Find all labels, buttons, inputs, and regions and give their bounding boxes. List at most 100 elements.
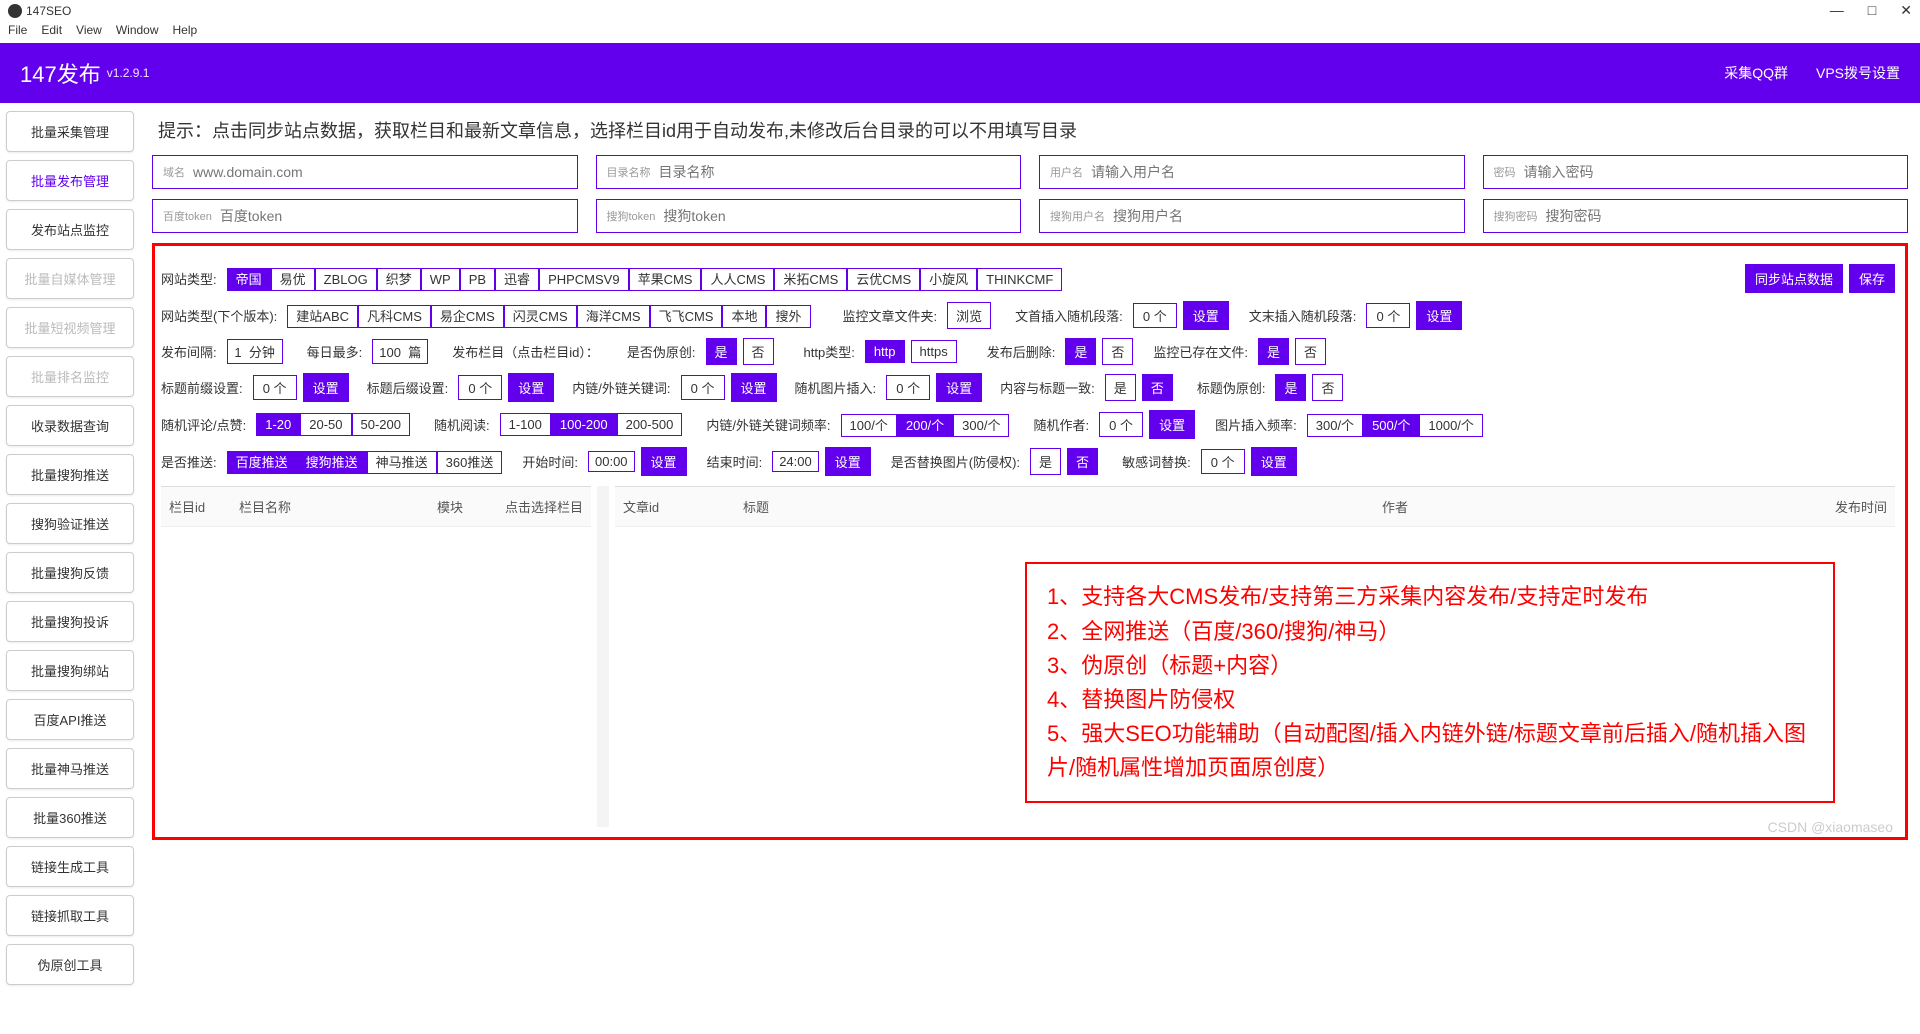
- text-input[interactable]: [663, 208, 1010, 224]
- option-tag[interactable]: THINKCMF: [977, 268, 1062, 291]
- close-button[interactable]: ✕: [1900, 2, 1912, 19]
- option-tag[interactable]: 200-500: [617, 413, 683, 436]
- option-tag[interactable]: 100/个: [841, 414, 897, 437]
- option-tag[interactable]: 1-100: [500, 413, 551, 436]
- prefix-set-button[interactable]: 设置: [1183, 301, 1229, 330]
- header-link[interactable]: 采集QQ群: [1724, 63, 1788, 83]
- option-tag[interactable]: 20-50: [300, 413, 351, 436]
- sidebar-item[interactable]: 批量自媒体管理: [6, 258, 134, 299]
- scrollbar[interactable]: [597, 486, 609, 827]
- link-kw-count[interactable]: 0 个: [681, 375, 725, 400]
- suffix-set-button[interactable]: 设置: [1416, 301, 1462, 330]
- option-tag[interactable]: 易优: [271, 268, 315, 291]
- option-tag[interactable]: 人人CMS: [701, 268, 774, 291]
- prefix-count[interactable]: 0 个: [1133, 303, 1177, 328]
- sidebar-item[interactable]: 链接生成工具: [6, 846, 134, 887]
- rand-author-count[interactable]: 0 个: [1099, 412, 1143, 437]
- option-tag[interactable]: PHPCMSV9: [539, 268, 629, 291]
- start-time-set[interactable]: 设置: [641, 447, 687, 476]
- rand-img-set[interactable]: 设置: [936, 373, 982, 402]
- option-tag[interactable]: 迅睿: [495, 268, 539, 291]
- menu-view[interactable]: View: [76, 23, 102, 37]
- option-tag[interactable]: 300/个: [953, 414, 1009, 437]
- option-tag[interactable]: 本地: [722, 305, 766, 328]
- browse-button[interactable]: 浏览: [947, 302, 991, 329]
- pseudo-yes[interactable]: 是: [706, 338, 737, 365]
- text-input[interactable]: [1113, 208, 1454, 224]
- option-tag[interactable]: 50-200: [352, 413, 410, 436]
- option-tag[interactable]: 云优CMS: [847, 268, 920, 291]
- https-option[interactable]: https: [911, 340, 957, 363]
- option-tag[interactable]: 闪灵CMS: [504, 305, 577, 328]
- option-tag[interactable]: 米拓CMS: [774, 268, 847, 291]
- minimize-button[interactable]: —: [1830, 2, 1844, 19]
- option-tag[interactable]: 500/个: [1363, 414, 1419, 437]
- start-time[interactable]: 00:00: [588, 451, 635, 472]
- option-tag[interactable]: 帝国: [227, 268, 271, 291]
- title-prefix-set[interactable]: 设置: [303, 373, 349, 402]
- menu-file[interactable]: File: [8, 23, 27, 37]
- sidebar-item[interactable]: 批量短视频管理: [6, 307, 134, 348]
- pseudo-no[interactable]: 否: [743, 338, 774, 365]
- sidebar-item[interactable]: 批量搜狗投诉: [6, 601, 134, 642]
- sidebar-item[interactable]: 批量发布管理: [6, 160, 134, 201]
- header-link[interactable]: VPS拨号设置: [1816, 63, 1900, 83]
- title-prefix-count[interactable]: 0 个: [253, 375, 297, 400]
- tp-yes[interactable]: 是: [1275, 374, 1306, 401]
- sidebar-item[interactable]: 伪原创工具: [6, 944, 134, 985]
- ct-yes[interactable]: 是: [1105, 374, 1136, 401]
- menu-window[interactable]: Window: [116, 23, 159, 37]
- sens-set[interactable]: 设置: [1251, 447, 1297, 476]
- text-input[interactable]: [1091, 164, 1454, 180]
- sidebar-item[interactable]: 收录数据查询: [6, 405, 134, 446]
- sidebar-item[interactable]: 发布站点监控: [6, 209, 134, 250]
- title-suffix-count[interactable]: 0 个: [458, 375, 502, 400]
- option-tag[interactable]: 海洋CMS: [577, 305, 650, 328]
- ct-no[interactable]: 否: [1142, 374, 1173, 401]
- link-kw-set[interactable]: 设置: [731, 373, 777, 402]
- sidebar-item[interactable]: 批量采集管理: [6, 111, 134, 152]
- option-tag[interactable]: 300/个: [1307, 414, 1363, 437]
- option-tag[interactable]: 建站ABC: [287, 305, 358, 328]
- sidebar-item[interactable]: 批量搜狗绑站: [6, 650, 134, 691]
- menu-edit[interactable]: Edit: [41, 23, 62, 37]
- sidebar-item[interactable]: 搜狗验证推送: [6, 503, 134, 544]
- daily-max-value[interactable]: 100 篇: [372, 339, 428, 364]
- text-input[interactable]: [220, 208, 567, 224]
- maximize-button[interactable]: □: [1868, 2, 1876, 19]
- sidebar-item[interactable]: 批量排名监控: [6, 356, 134, 397]
- option-tag[interactable]: 飞飞CMS: [650, 305, 723, 328]
- option-tag[interactable]: 搜外: [766, 305, 810, 328]
- save-button[interactable]: 保存: [1849, 264, 1895, 293]
- monexist-no[interactable]: 否: [1295, 338, 1326, 365]
- sidebar-item[interactable]: 批量搜狗推送: [6, 454, 134, 495]
- sync-button[interactable]: 同步站点数据: [1745, 264, 1843, 293]
- del-yes[interactable]: 是: [1065, 338, 1096, 365]
- option-tag[interactable]: 搜狗推送: [297, 451, 367, 474]
- option-tag[interactable]: 百度推送: [227, 451, 297, 474]
- text-input[interactable]: [1546, 208, 1898, 224]
- option-tag[interactable]: 易企CMS: [431, 305, 504, 328]
- text-input[interactable]: [1524, 164, 1898, 180]
- end-time-set[interactable]: 设置: [825, 447, 871, 476]
- sidebar-item[interactable]: 百度API推送: [6, 699, 134, 740]
- sidebar-item[interactable]: 批量搜狗反馈: [6, 552, 134, 593]
- option-tag[interactable]: 织梦: [377, 268, 421, 291]
- option-tag[interactable]: 360推送: [437, 451, 503, 474]
- sens-count[interactable]: 0 个: [1201, 449, 1245, 474]
- rand-img-count[interactable]: 0 个: [886, 375, 930, 400]
- option-tag[interactable]: WP: [421, 268, 460, 291]
- suffix-count[interactable]: 0 个: [1366, 303, 1410, 328]
- text-input[interactable]: [659, 164, 1011, 180]
- option-tag[interactable]: 小旋风: [920, 268, 977, 291]
- rand-author-set[interactable]: 设置: [1149, 410, 1195, 439]
- option-tag[interactable]: 神马推送: [367, 451, 437, 474]
- ri-no[interactable]: 否: [1067, 448, 1098, 475]
- option-tag[interactable]: 100-200: [551, 413, 617, 436]
- ri-yes[interactable]: 是: [1030, 448, 1061, 475]
- option-tag[interactable]: PB: [460, 268, 495, 291]
- option-tag[interactable]: 1-20: [256, 413, 300, 436]
- tp-no[interactable]: 否: [1312, 374, 1343, 401]
- sidebar-item[interactable]: 批量神马推送: [6, 748, 134, 789]
- option-tag[interactable]: 1000/个: [1419, 414, 1483, 437]
